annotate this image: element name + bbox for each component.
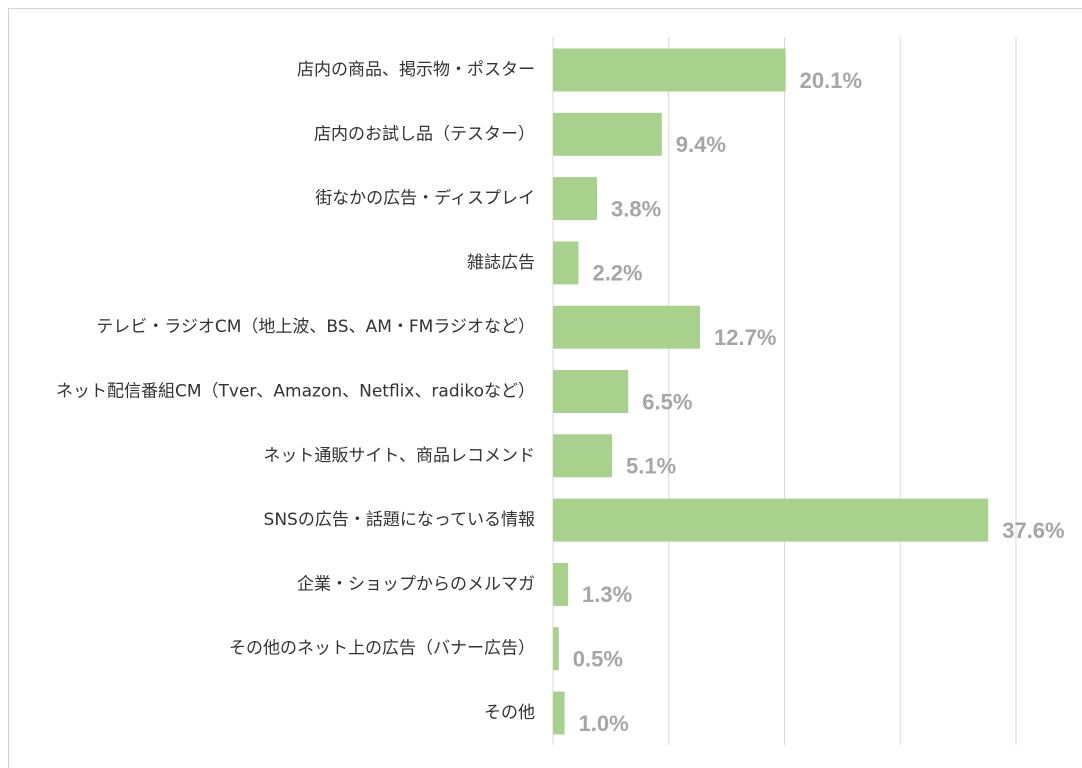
category-label: 店内の商品、掲示物・ポスター [297, 60, 535, 80]
data-label: 3.8% [611, 196, 661, 221]
category-label: 企業・ショップからのメルマガ [297, 574, 535, 594]
data-label: 12.7% [714, 325, 776, 350]
chart-border [8, 8, 1082, 768]
bar [553, 48, 786, 92]
category-label: 店内のお試し品（テスター） [314, 124, 535, 144]
data-label: 20.1% [800, 68, 862, 93]
category-label: 街なかの広告・ディスプレイ [315, 188, 535, 209]
data-label: 9.4% [676, 132, 726, 157]
data-label: 0.5% [573, 647, 623, 672]
category-label: その他のネット上の広告（バナー広告） [229, 639, 535, 659]
bar [553, 691, 565, 735]
data-label: 5.1% [626, 454, 676, 479]
bar [553, 434, 613, 478]
bar [553, 370, 629, 413]
bar [553, 177, 597, 221]
bar [553, 241, 579, 285]
bar [553, 562, 569, 606]
category-label: 雑誌広告 [467, 253, 535, 273]
category-label: ネット配信番組CM（Tver、Amazon、Netflix、radikoなど） [56, 382, 535, 402]
category-label: テレビ・ラジオCM（地上波、BS、AM・FMラジオなど） [96, 317, 535, 337]
bar [553, 305, 701, 349]
category-label: SNSの広告・話題になっている情報 [264, 510, 535, 530]
data-label: 1.0% [579, 711, 629, 736]
category-label: ネット通販サイト、商品レコメンド [263, 446, 535, 466]
bar [553, 627, 559, 671]
data-label: 37.6% [1002, 518, 1064, 543]
bar [553, 498, 989, 542]
data-label: 2.2% [592, 261, 642, 286]
bar [553, 112, 662, 156]
category-label: その他 [484, 703, 535, 723]
data-label: 6.5% [642, 389, 692, 414]
data-label: 1.3% [582, 582, 632, 607]
